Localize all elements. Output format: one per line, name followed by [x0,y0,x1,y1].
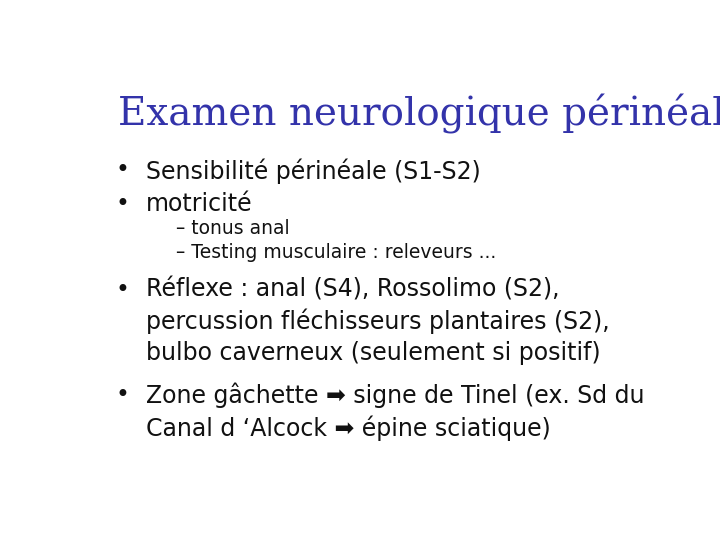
Text: Examen neurologique périnéal-2: Examen neurologique périnéal-2 [118,94,720,134]
Text: •: • [115,278,129,302]
Text: Réflexe : anal (S4), Rossolimo (S2),
percussion fléchisseurs plantaires (S2),
bu: Réflexe : anal (S4), Rossolimo (S2), per… [145,278,609,365]
Text: •: • [115,383,129,407]
Text: motricité: motricité [145,192,253,215]
Text: Sensibilité périnéale (S1-S2): Sensibilité périnéale (S1-S2) [145,158,480,184]
Text: •: • [115,192,129,215]
Text: •: • [115,158,129,183]
Text: Zone gâchette ➡ signe de Tinel (ex. Sd du
Canal d ‘Alcock ➡ épine sciatique): Zone gâchette ➡ signe de Tinel (ex. Sd d… [145,383,644,441]
Text: – Testing musculaire : releveurs ...: – Testing musculaire : releveurs ... [176,243,497,262]
Text: – tonus anal: – tonus anal [176,219,290,238]
